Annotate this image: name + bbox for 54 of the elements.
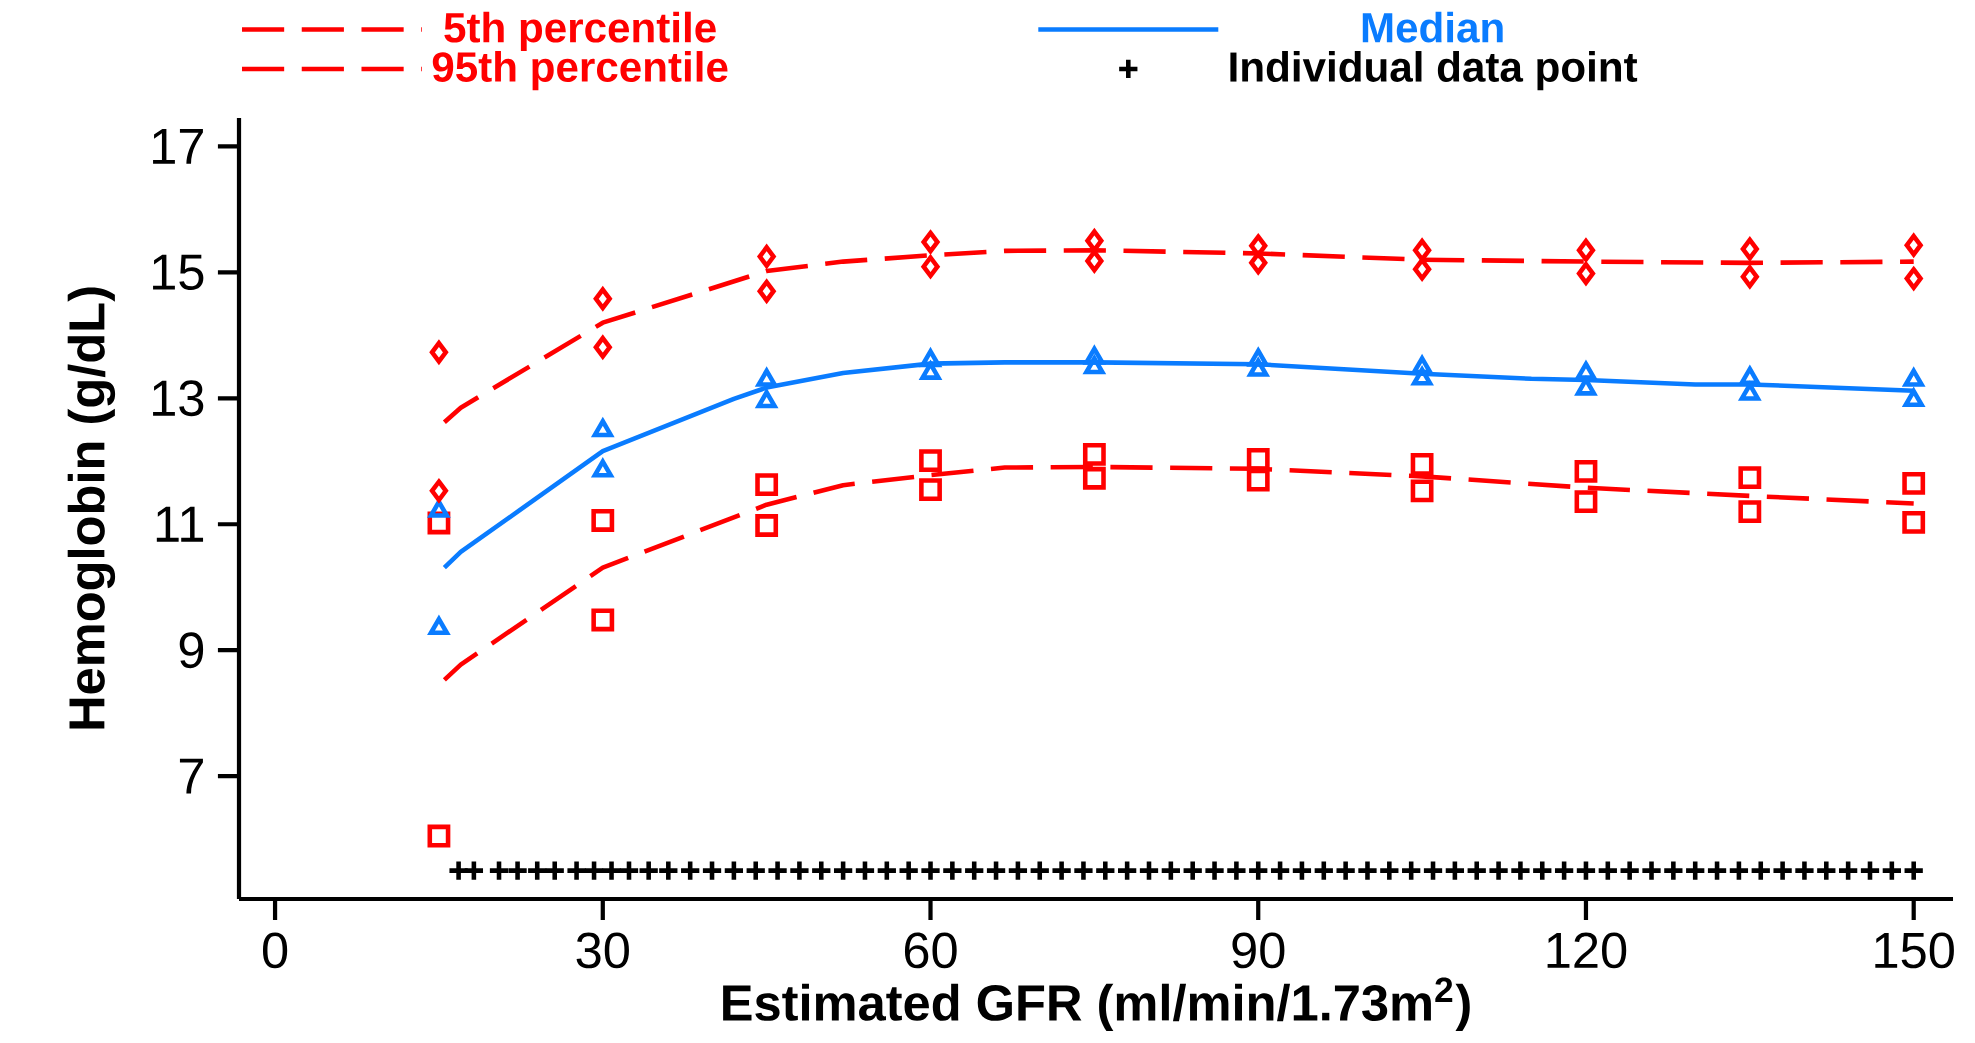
point <box>1082 443 1106 466</box>
point <box>429 341 449 364</box>
point <box>1902 511 1926 534</box>
point <box>1412 257 1432 281</box>
point <box>1576 262 1596 286</box>
point <box>1740 265 1759 289</box>
y-tick-label: 7 <box>179 758 203 794</box>
point <box>593 336 612 359</box>
y-axis-title: Hemoglobin (g/dL) <box>67 287 116 729</box>
y-tick-label: 15 <box>153 254 204 291</box>
x-tick-label: 0 <box>262 932 288 969</box>
point <box>1738 466 1762 490</box>
point <box>1902 472 1926 495</box>
point <box>1246 468 1270 492</box>
x-tick-label: 120 <box>1547 932 1627 969</box>
point <box>591 608 615 632</box>
point <box>427 824 451 848</box>
point <box>593 285 613 312</box>
x-axis-title: Estimated GFR (ml/min/1.73m$^{2}$) <box>723 977 1470 1032</box>
point <box>757 245 776 269</box>
point <box>429 479 449 503</box>
point <box>1904 267 1923 291</box>
legend-label: Individual data point <box>1230 51 1638 91</box>
legend-label: 5th percentile <box>444 11 716 52</box>
point <box>1574 490 1598 514</box>
point <box>755 473 779 497</box>
point <box>1412 239 1432 262</box>
legend-label: 95th percentile <box>432 51 728 91</box>
y-tick-label: 17 <box>153 129 203 164</box>
point <box>1410 453 1434 477</box>
point <box>1738 500 1762 524</box>
point <box>1576 239 1596 262</box>
point <box>1410 479 1434 503</box>
point <box>591 509 615 533</box>
point <box>1740 237 1759 261</box>
x-tick-label: 90 <box>1232 932 1285 969</box>
point <box>1085 249 1104 273</box>
point <box>921 255 940 279</box>
point <box>919 478 942 502</box>
y-tick-label: 11 <box>156 507 204 542</box>
text: Median <box>1362 11 1503 43</box>
point <box>921 230 940 254</box>
point <box>1249 251 1268 275</box>
point <box>919 449 942 473</box>
x-tick-label: 150 <box>1875 932 1954 969</box>
x-tick-label: 30 <box>576 932 629 969</box>
point <box>1574 460 1598 483</box>
point <box>1904 234 1923 257</box>
point <box>755 514 779 538</box>
x-tick-label: 60 <box>904 932 957 969</box>
y-tick-label: 13 <box>153 380 204 417</box>
point <box>757 279 776 303</box>
y-tick-label: 9 <box>179 632 204 669</box>
point <box>1082 467 1106 490</box>
